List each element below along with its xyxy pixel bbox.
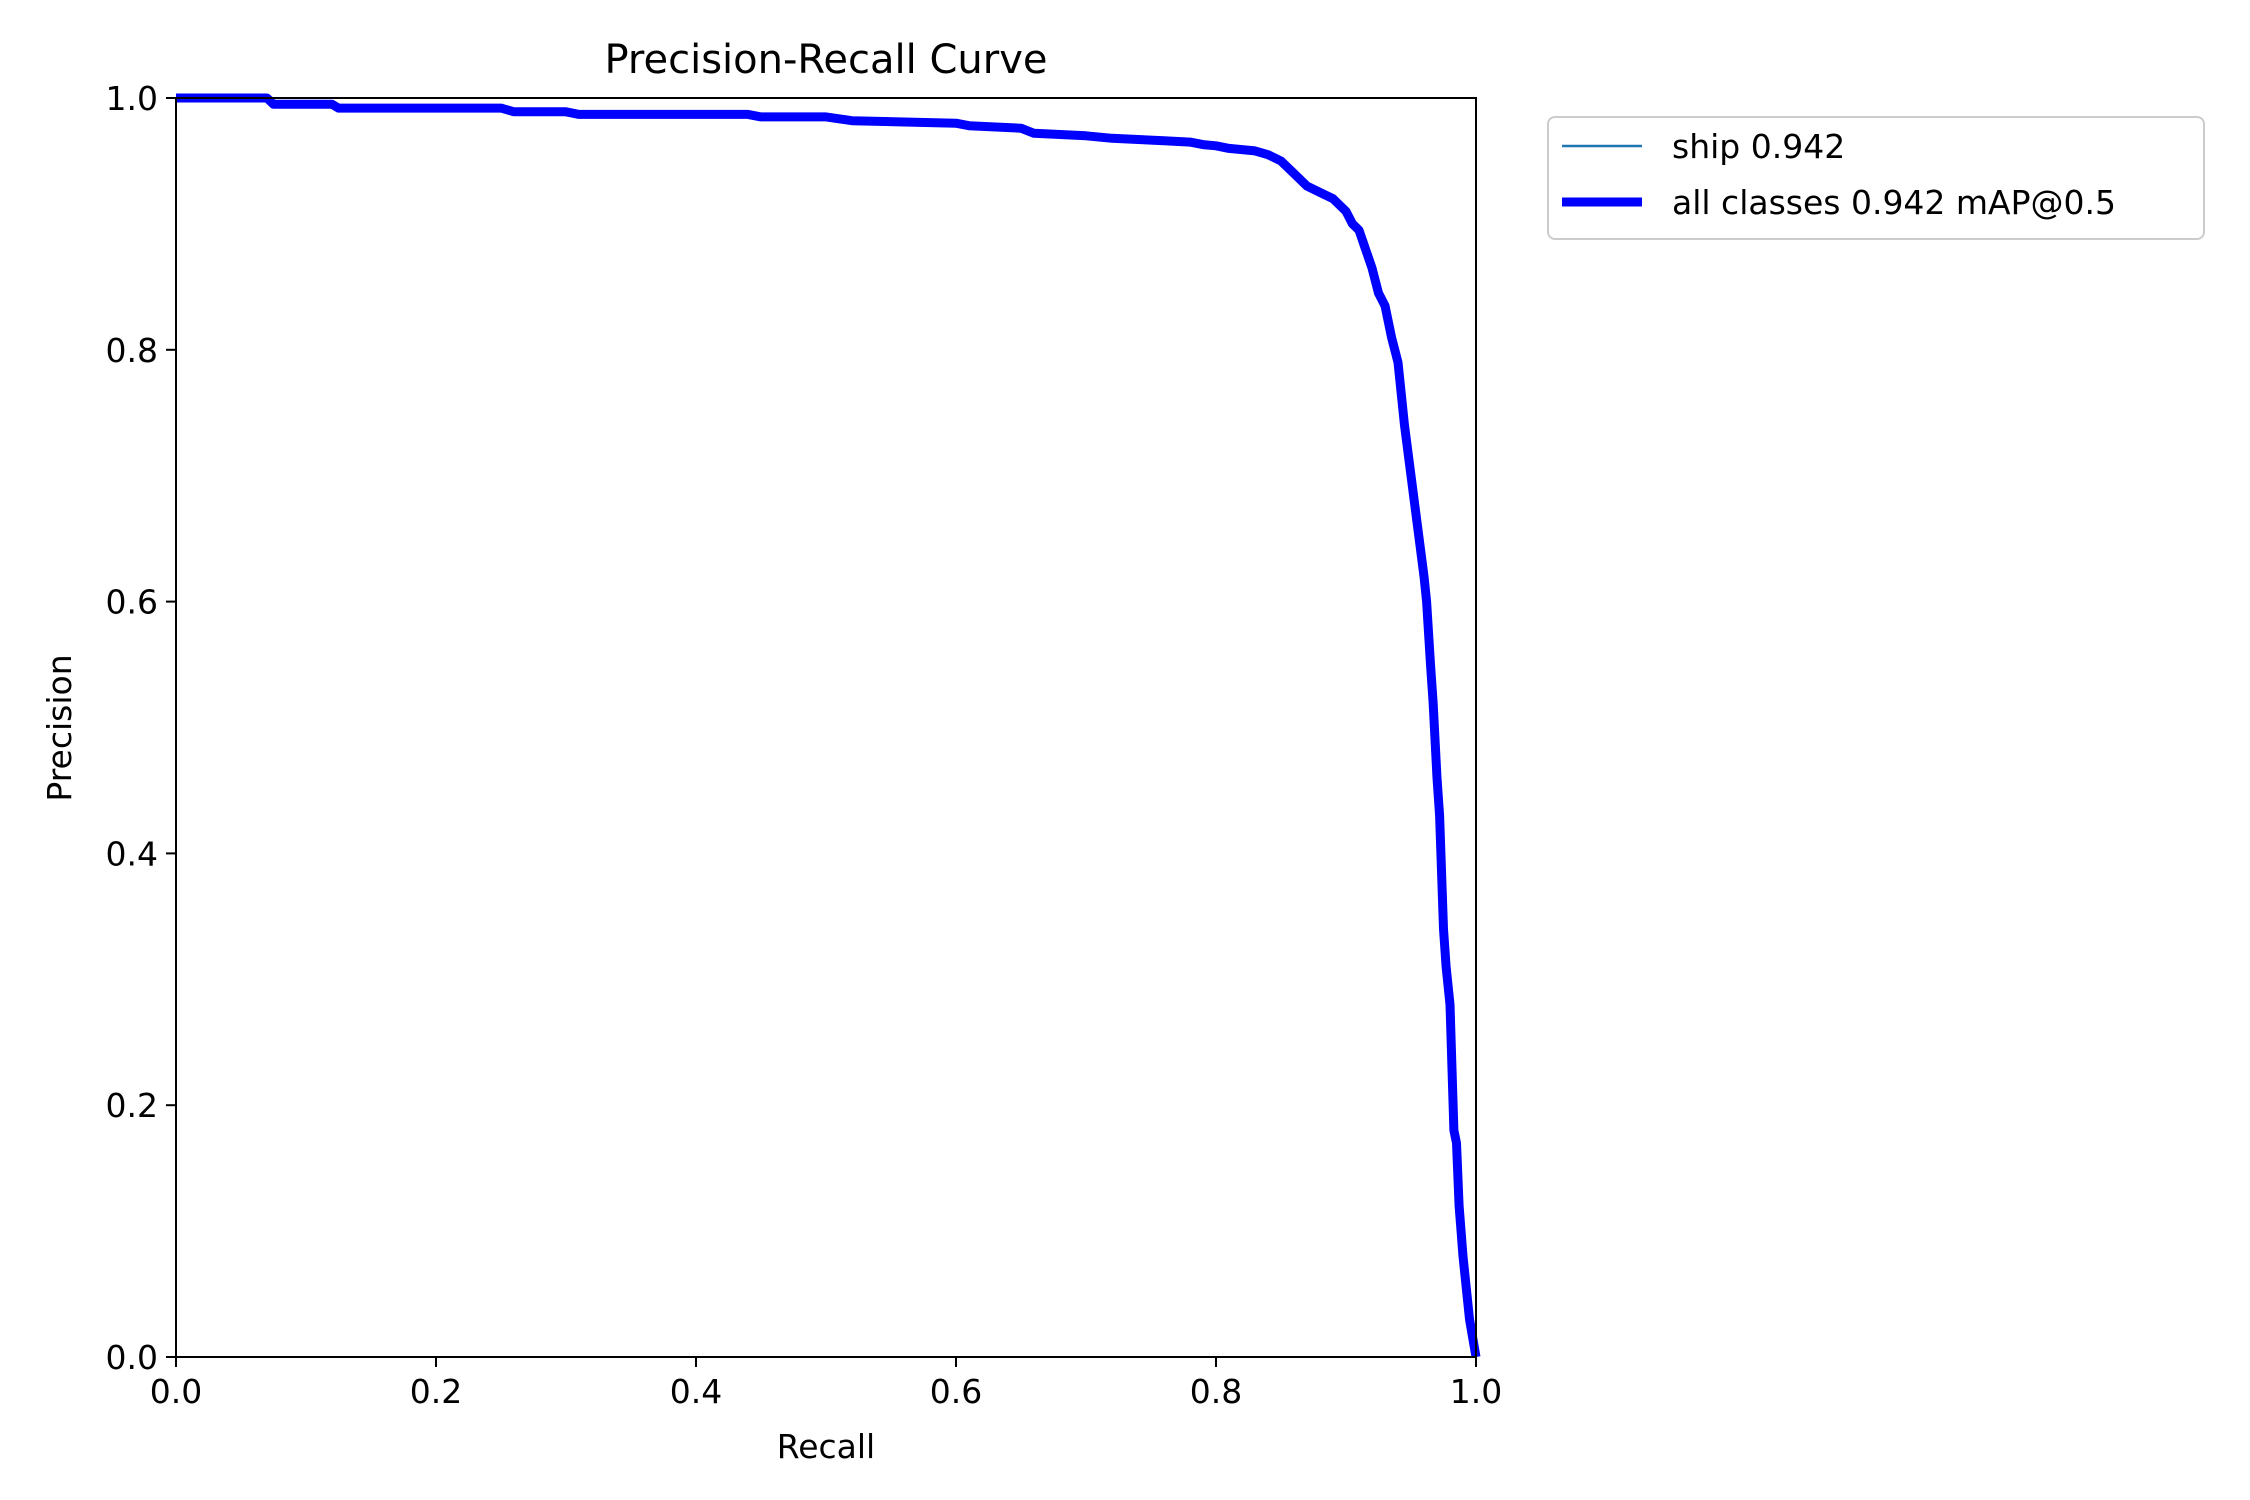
y-tick-label: 1.0: [106, 79, 158, 118]
x-tick-label: 0.2: [410, 1372, 462, 1411]
legend-label-all-classes: all classes 0.942 mAP@0.5: [1672, 183, 2116, 222]
y-tick-label: 0.6: [106, 583, 158, 622]
y-axis: 0.0 0.2 0.4 0.6 0.8 1.0: [106, 79, 176, 1377]
x-axis-label: Recall: [777, 1427, 875, 1466]
x-tick-label: 0.0: [150, 1372, 202, 1411]
y-tick-label: 0.8: [106, 331, 158, 370]
chart-title: Precision-Recall Curve: [605, 37, 1048, 83]
x-tick-label: 0.8: [1190, 1372, 1242, 1411]
x-axis: 0.0 0.2 0.4 0.6 0.8 1.0: [150, 1357, 1502, 1411]
legend-frame: [1547, 116, 2205, 240]
y-axis-label: Precision: [40, 654, 79, 801]
x-tick-label: 0.4: [670, 1372, 722, 1411]
y-tick-label: 0.2: [106, 1086, 158, 1125]
y-tick-label: 0.0: [106, 1338, 158, 1377]
plot-frame: [175, 97, 1477, 1358]
x-tick-label: 1.0: [1450, 1372, 1502, 1411]
legend-label-ship: ship 0.942: [1672, 127, 1845, 166]
y-tick-label: 0.4: [106, 834, 158, 873]
series-layer: [176, 93, 1481, 1358]
x-tick-label: 0.6: [930, 1372, 982, 1411]
legend: ship 0.942 all classes 0.942 mAP@0.5: [1547, 116, 2205, 240]
series-line-all-classes: [176, 93, 1481, 1358]
